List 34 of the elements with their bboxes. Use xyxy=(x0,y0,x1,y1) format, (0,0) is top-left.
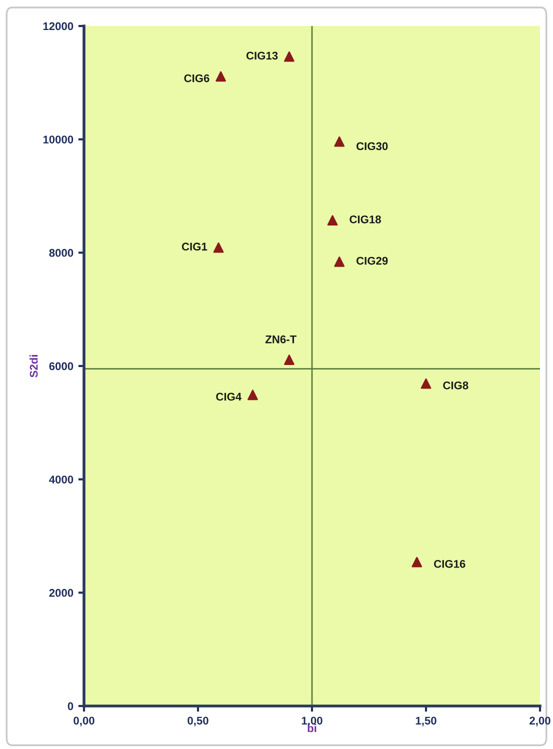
y-tick-label: 4000 xyxy=(49,476,74,484)
point xyxy=(412,556,422,568)
point xyxy=(284,354,294,365)
annotation: CIG13 xyxy=(246,52,278,60)
y-axis-title: S2di xyxy=(30,355,38,378)
point xyxy=(248,390,258,400)
x-tick-label: 0,50 xyxy=(188,716,208,726)
x-tick-label: 1,50 xyxy=(416,716,436,726)
y-tick-label: 2000 xyxy=(49,588,74,597)
annotation: CIG8 xyxy=(443,381,468,390)
annotation: CIG18 xyxy=(350,215,381,224)
x-tick-label: 1,00 xyxy=(302,716,322,726)
y-tick-label: 8000 xyxy=(49,248,74,257)
annotation: CIG16 xyxy=(434,560,466,568)
annotation: CIG30 xyxy=(356,142,388,150)
annotation: CIG6 xyxy=(184,74,210,82)
x-tick-label: 0,00 xyxy=(74,716,94,726)
point xyxy=(284,51,294,62)
point xyxy=(213,242,224,253)
point xyxy=(216,71,226,82)
point xyxy=(327,215,338,226)
y-tick-label: 0 xyxy=(68,702,74,710)
annotation: ZN6-T xyxy=(265,335,296,344)
annotation: CIG29 xyxy=(356,256,388,265)
point xyxy=(334,136,345,147)
point xyxy=(334,256,345,267)
point xyxy=(420,378,432,389)
annotation: CIG1 xyxy=(182,242,208,251)
x-axis-title: bi xyxy=(308,724,316,732)
x-tick-label: 2,00 xyxy=(530,716,550,726)
annotation: CIG4 xyxy=(216,392,242,401)
y-tick-label: 10000 xyxy=(43,136,74,144)
y-tick-label: 12000 xyxy=(43,22,74,30)
y-tick-label: 6000 xyxy=(49,362,74,370)
